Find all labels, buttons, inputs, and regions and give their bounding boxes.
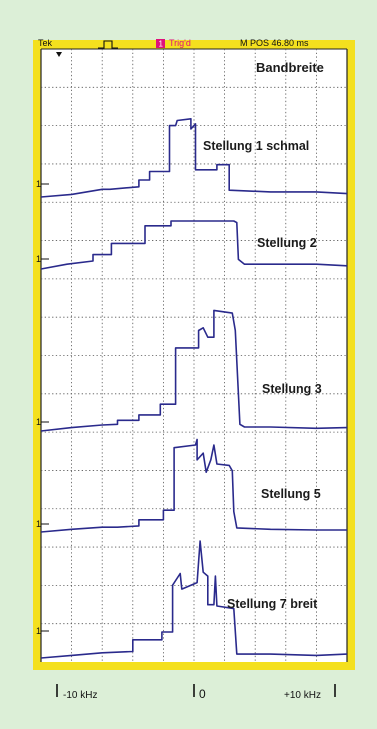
x-tick-label-right: +10 kHz — [284, 690, 321, 701]
trigger-indicator-badge — [156, 39, 165, 48]
chart-title: Bandbreite — [256, 60, 324, 75]
series-line — [40, 220, 348, 270]
trigger-pulse-icon — [98, 40, 118, 49]
traces: Stellung 1 schmal 1 Stellung 2 1 Stellung 3 1… — [36, 118, 348, 659]
x-tick-label-left: -10 kHz — [63, 690, 97, 701]
series-line — [40, 118, 348, 198]
position-readout: M POS 46.80 ms — [240, 38, 309, 48]
channel-marker: 1 — [36, 519, 41, 529]
brand-label: Tek — [38, 38, 53, 48]
series-line — [40, 438, 347, 533]
series-label: Stellung 7 breit — [227, 597, 318, 611]
channel-marker: 1 — [36, 179, 41, 189]
trigger-position-arrow-icon — [56, 52, 62, 57]
series-label: Stellung 3 — [262, 382, 322, 396]
trigger-status: Trig'd — [169, 38, 191, 48]
series-line — [40, 540, 348, 659]
series-line — [40, 309, 348, 432]
series-label: Stellung 1 schmal — [203, 139, 309, 153]
status-bar — [41, 40, 347, 49]
channel-marker: 1 — [36, 254, 41, 264]
grid — [41, 49, 347, 662]
channel-marker: 1 — [36, 417, 41, 427]
trigger-indicator-text: 1 — [159, 40, 164, 49]
channel-marker: 1 — [36, 626, 41, 636]
x-axis: -10 kHz 0 +10 kHz — [56, 684, 336, 701]
series-label: Stellung 2 — [257, 236, 317, 250]
series-label: Stellung 5 — [261, 487, 321, 501]
x-tick-label-center: 0 — [199, 687, 206, 701]
